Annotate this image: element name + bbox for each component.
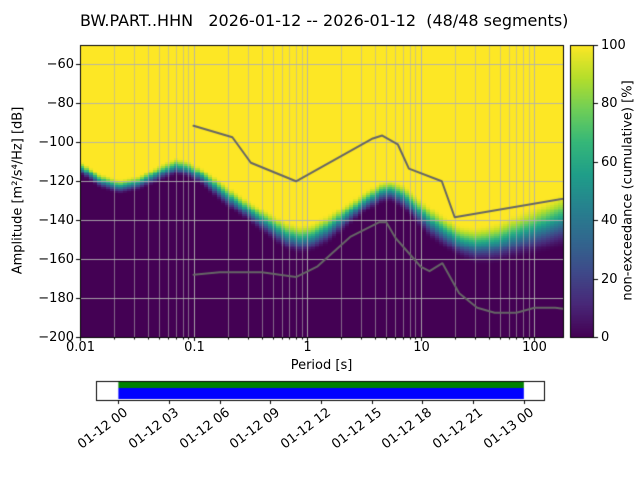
plot-title: BW.PART..HHN 2026-01-12 -- 2026-01-12 (4… <box>80 11 569 30</box>
x-tick-label: 0.01 <box>66 340 95 355</box>
colorbar-label: non-exceedance (cumulative) [%] <box>620 80 636 301</box>
colorbar-tick-label: 100 <box>601 37 626 53</box>
colorbar-tick-label: 80 <box>601 95 618 111</box>
x-tick-label: 100 <box>522 340 547 355</box>
y-tick-label: −140 <box>38 212 74 228</box>
y-tick-label: −120 <box>38 173 74 189</box>
y-tick-label: −100 <box>38 134 74 150</box>
y-tick-label: −80 <box>46 95 74 111</box>
colorbar-tick-label: 60 <box>601 154 618 170</box>
y-tick-label: −60 <box>46 56 74 72</box>
y-tick-label: −200 <box>38 329 74 345</box>
y-tick-label: −180 <box>38 290 74 306</box>
x-axis-label: Period [s] <box>290 358 353 373</box>
y-tick-label: −160 <box>38 251 74 267</box>
x-tick-label: 1 <box>303 340 312 355</box>
colorbar-tick-label: 0 <box>601 329 610 345</box>
x-tick-label: 10 <box>413 340 430 355</box>
x-tick-label: 0.1 <box>184 340 205 355</box>
y-axis-label: Amplitude [m²/s⁴/Hz] [dB] <box>10 106 26 275</box>
colorbar-tick-label: 40 <box>601 212 618 228</box>
colorbar-tick-label: 20 <box>601 271 618 287</box>
